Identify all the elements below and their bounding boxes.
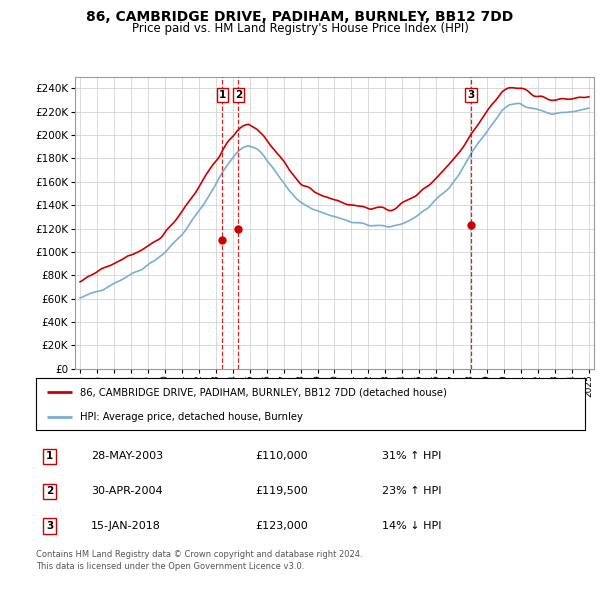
Text: 3: 3 xyxy=(467,90,475,100)
Text: 2: 2 xyxy=(235,90,242,100)
Text: 86, CAMBRIDGE DRIVE, PADIHAM, BURNLEY, BB12 7DD (detached house): 86, CAMBRIDGE DRIVE, PADIHAM, BURNLEY, B… xyxy=(80,387,447,397)
Text: 1: 1 xyxy=(46,451,53,461)
Text: £110,000: £110,000 xyxy=(256,451,308,461)
Text: 15-JAN-2018: 15-JAN-2018 xyxy=(91,521,161,531)
Text: 86, CAMBRIDGE DRIVE, PADIHAM, BURNLEY, BB12 7DD: 86, CAMBRIDGE DRIVE, PADIHAM, BURNLEY, B… xyxy=(86,10,514,24)
Text: 23% ↑ HPI: 23% ↑ HPI xyxy=(382,486,442,496)
Text: 14% ↓ HPI: 14% ↓ HPI xyxy=(382,521,442,531)
Text: 30-APR-2004: 30-APR-2004 xyxy=(91,486,163,496)
Text: 28-MAY-2003: 28-MAY-2003 xyxy=(91,451,163,461)
Text: 3: 3 xyxy=(46,521,53,531)
Text: 2: 2 xyxy=(46,486,53,496)
Text: This data is licensed under the Open Government Licence v3.0.: This data is licensed under the Open Gov… xyxy=(36,562,304,571)
Text: 1: 1 xyxy=(218,90,226,100)
Text: £119,500: £119,500 xyxy=(256,486,308,496)
Text: HPI: Average price, detached house, Burnley: HPI: Average price, detached house, Burn… xyxy=(80,412,303,421)
Text: £123,000: £123,000 xyxy=(256,521,308,531)
Text: Contains HM Land Registry data © Crown copyright and database right 2024.: Contains HM Land Registry data © Crown c… xyxy=(36,550,362,559)
Text: 31% ↑ HPI: 31% ↑ HPI xyxy=(382,451,441,461)
Text: Price paid vs. HM Land Registry's House Price Index (HPI): Price paid vs. HM Land Registry's House … xyxy=(131,22,469,35)
